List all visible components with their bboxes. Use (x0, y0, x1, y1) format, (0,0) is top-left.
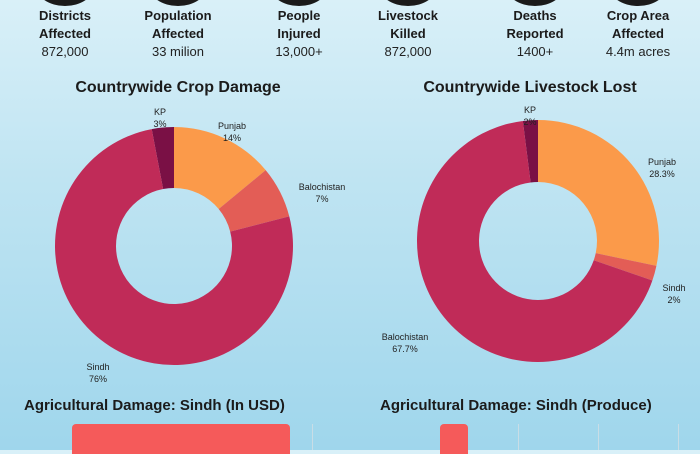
crop-chart-title: Countrywide Crop Damage (75, 79, 281, 96)
sindh-usd-chart-title: Agricultural Damage: Sindh (In USD) (24, 397, 285, 414)
stat-value: 1400+ (516, 44, 554, 59)
stat-icon (506, 0, 564, 6)
slice-value-sindh: 76% (89, 374, 107, 384)
slice-value-kp: 2% (523, 117, 536, 127)
slice-kp (522, 120, 538, 183)
stat-value: 872,000 (384, 44, 432, 59)
gridline (678, 424, 679, 450)
slice-sindh (593, 253, 657, 281)
sindh-produce-chart-title: Agricultural Damage: Sindh (Produce) (380, 397, 652, 414)
slice-balochistan (416, 120, 653, 362)
stat-label: People Injured (277, 8, 321, 41)
slice-sindh (54, 129, 293, 365)
gridline (518, 424, 519, 450)
slice-label-balochistan: Balochistan (299, 182, 346, 192)
stat-icon (149, 0, 207, 6)
sindh-produce-bar (440, 424, 468, 454)
slice-label-kp: KP (154, 107, 166, 117)
stat-label: Livestock Killed (378, 8, 438, 41)
slice-value-punjab: 28.3% (649, 169, 675, 179)
slice-label-punjab: Punjab (218, 121, 246, 131)
stat-icon (36, 0, 94, 6)
stat-value: 33 milion (151, 44, 205, 59)
stat-icon (609, 0, 667, 6)
slice-kp (151, 127, 174, 190)
sindh-usd-bar (72, 424, 290, 454)
stat-label: Deaths Reported (506, 8, 564, 41)
slice-label-sindh: Sindh (662, 283, 685, 293)
stat-value: 4.4m acres (605, 44, 671, 59)
slice-label-punjab: Punjab (648, 157, 676, 167)
gridline (312, 424, 313, 450)
slice-balochistan (218, 170, 290, 232)
slice-value-balochistan: 7% (315, 194, 328, 204)
slice-label-balochistan: Balochistan (382, 332, 429, 342)
slice-punjab (538, 120, 659, 266)
stat-label: Population Affected (144, 8, 212, 41)
stat-value: 13,000+ (275, 44, 323, 59)
slice-value-kp: 3% (153, 119, 166, 129)
gridline (598, 424, 599, 450)
stat-livestock: Livestock Killed 872,000 (343, 0, 473, 61)
stat-crop-area: Crop Area Affected 4.4m acres (573, 0, 700, 61)
stat-districts: Districts Affected 872,000 (0, 0, 130, 61)
slice-value-sindh: 2% (667, 295, 680, 305)
slice-punjab (174, 127, 266, 210)
slice-label-kp: KP (524, 105, 536, 115)
livestock-chart-title: Countrywide Livestock Lost (423, 79, 637, 96)
stat-label: Districts Affected (38, 8, 92, 41)
crop-damage-donut: KP 3% Punjab 14% Balochistan 7% Sindh 76% (54, 107, 345, 384)
slice-value-punjab: 14% (223, 133, 241, 143)
slice-label-sindh: Sindh (86, 362, 109, 372)
stat-icon (379, 0, 437, 6)
stat-label: Crop Area Affected (606, 8, 670, 41)
livestock-lost-donut: KP 2% Punjab 28.3% Sindh 2% Balochistan 67.7% (382, 105, 686, 362)
stat-population: Population Affected 33 milion (113, 0, 243, 61)
stat-icon (270, 0, 328, 6)
slice-value-balochistan: 67.7% (392, 344, 418, 354)
stat-injured: People Injured 13,000+ (234, 0, 364, 61)
stat-value: 872,000 (41, 44, 89, 59)
stat-deaths: Deaths Reported 1400+ (470, 0, 600, 61)
